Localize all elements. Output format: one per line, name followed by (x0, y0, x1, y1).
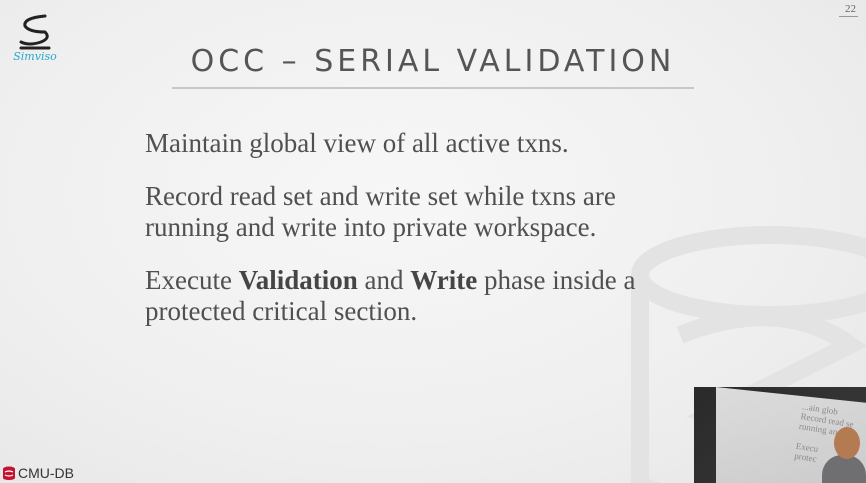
cmu-db-text: CMU-DB (18, 465, 74, 481)
slide-body: Maintain global view of all active txns.… (145, 128, 705, 349)
cmu-db-icon (3, 466, 15, 480)
write-term: Write (410, 265, 478, 295)
simviso-s-icon (19, 14, 51, 50)
speaker-video-overlay: ...ain glob Record read se running and w… (694, 387, 866, 483)
bullet-2: Record read set and write set while txns… (145, 181, 616, 242)
bullet-3: Execute Validation and Write phase insid… (145, 265, 636, 326)
slide-title: OCC – SERIAL VALIDATION (172, 44, 694, 89)
validation-term: Validation (238, 265, 358, 295)
cmu-db-logo: CMU-DB (2, 465, 74, 481)
speaker-body (822, 455, 866, 483)
speaker-head (834, 427, 860, 459)
simviso-logo: Simviso (10, 10, 60, 70)
bullet-1: Maintain global view of all active txns. (145, 128, 569, 158)
page-number: 22 (839, 3, 858, 17)
logo-word: Simviso (13, 50, 57, 63)
